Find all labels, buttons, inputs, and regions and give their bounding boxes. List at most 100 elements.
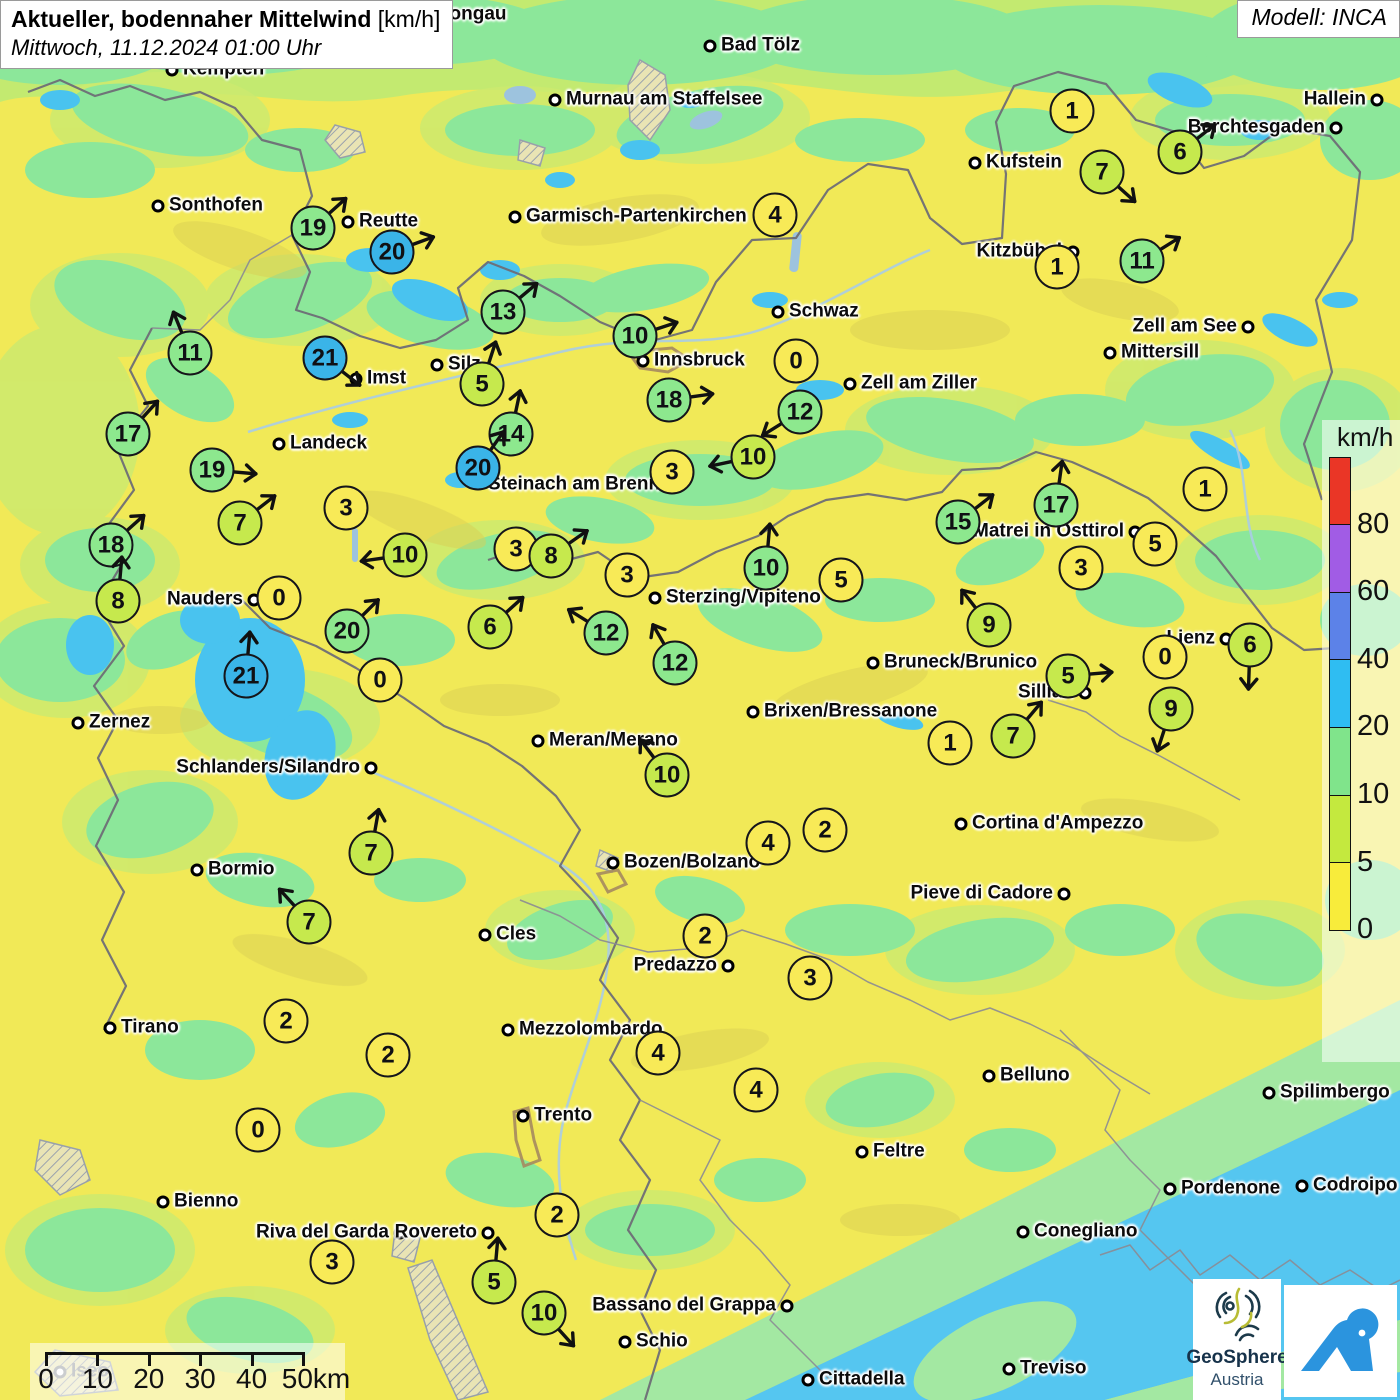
wind-direction-arrow-icon — [720, 332, 880, 492]
city-label: Imst — [367, 367, 407, 389]
wind-speed-bubble: 19 — [290, 205, 336, 251]
city-label: Pordenone — [1181, 1177, 1281, 1199]
city-label: Mittersill — [1121, 341, 1200, 363]
city-label: Mezzolombardo — [519, 1018, 663, 1040]
wind-speed-bubble: 21 — [223, 653, 269, 699]
wind-speed-bubble: 7 — [217, 500, 263, 546]
wind-speed-bubble: 10 — [743, 545, 789, 591]
wind-speed-value: 1 — [1065, 97, 1079, 124]
wind-direction-arrow-icon — [586, 694, 748, 856]
wind-direction-arrow-icon — [231, 146, 395, 310]
wind-speed-bubble: 7 — [990, 713, 1036, 759]
city-label: Codroipo — [1313, 1174, 1398, 1196]
scale-tick — [199, 1352, 203, 1366]
city-marker-icon — [548, 93, 562, 107]
geosphere-logo: GeoSphere Austria — [1186, 1279, 1288, 1400]
wind-speed-value: 12 — [786, 398, 814, 425]
wind-speed-value: 21 — [232, 662, 260, 689]
wind-speed-bubble: 5 — [471, 1259, 517, 1305]
wind-speed-bubble: 3 — [787, 955, 833, 1001]
wind-direction-arrow-icon — [397, 387, 559, 549]
wind-speed-bubble: 0 — [357, 657, 403, 703]
city-marker-icon — [1002, 1362, 1016, 1376]
scale-bar-line — [45, 1352, 302, 1355]
wind-direction-arrow-icon — [1005, 613, 1131, 739]
wind-direction-arrow-icon — [684, 388, 822, 526]
wind-speed-bubble: 20 — [324, 608, 370, 654]
wind-speed-value: 5 — [1148, 530, 1162, 557]
wind-speed-bubble: 5 — [459, 361, 505, 407]
wind-speed-bubble: 4 — [733, 1067, 779, 1113]
city-marker-icon — [103, 1021, 117, 1035]
wind-speed-value: 20 — [378, 238, 406, 265]
wind-speed-value: 5 — [487, 1268, 501, 1295]
city-label: Bormio — [208, 858, 275, 880]
wind-direction-arrow-icon — [114, 277, 265, 428]
wind-speed-bubble: 18 — [88, 522, 134, 568]
scale-label: 30 — [184, 1363, 216, 1394]
city-label: Bozen/Bolzano — [624, 851, 761, 873]
wind-direction-arrow-icon — [265, 549, 429, 713]
wind-speed-bubble: 6 — [467, 604, 513, 650]
wind-speed-value: 6 — [1173, 138, 1187, 165]
wind-speed-bubble: 4 — [745, 820, 791, 866]
city-marker-icon — [364, 761, 378, 775]
wind-speed-bubble: 9 — [966, 602, 1012, 648]
city-label: Riva del Garda — [255, 1221, 389, 1243]
wind-speed-bubble: 12 — [652, 640, 698, 686]
city-marker-icon — [982, 1069, 996, 1083]
city-label: Cles — [496, 923, 537, 945]
wind-speed-bubble: 3 — [604, 552, 650, 598]
city-marker-icon — [1241, 320, 1255, 334]
wind-speed-bubble: 13 — [480, 289, 526, 335]
legend-band: 5 — [1329, 794, 1373, 878]
wind-speed-value: 7 — [233, 509, 247, 536]
geosphere-contours-icon — [1215, 1287, 1261, 1342]
wind-speed-bubble: 10 — [382, 532, 428, 578]
wind-speed-bubble: 6 — [1227, 622, 1273, 668]
city-marker-icon — [151, 199, 165, 213]
model-label: Modell: INCA — [1236, 0, 1400, 38]
wind-speed-bubble: 10 — [612, 313, 658, 359]
city-label: Steinach am Brenner — [487, 473, 679, 495]
wind-speed-bubble: 5 — [818, 557, 864, 603]
scale-tick — [250, 1352, 254, 1366]
wind-speed-value: 1 — [1198, 475, 1212, 502]
wind-speed-value: 0 — [1158, 643, 1172, 670]
mountain-cloud-logo — [1284, 1285, 1397, 1397]
wind-speed-bubble: 17 — [1033, 482, 1079, 528]
wind-speed-value: 0 — [251, 1116, 265, 1143]
city-label: Conegliano — [1034, 1220, 1138, 1242]
wind-speed-value: 7 — [364, 839, 378, 866]
legend-tick-label: 40 — [1357, 642, 1390, 675]
wind-speed-value: 10 — [653, 761, 681, 788]
wind-direction-arrow-icon — [29, 463, 193, 627]
geosphere-country: Austria — [1210, 1370, 1264, 1389]
wind-speed-value: 3 — [803, 964, 817, 991]
city-marker-icon — [771, 305, 785, 319]
city-marker-icon — [703, 39, 717, 53]
city-label: Landeck — [290, 432, 368, 454]
city-marker-icon — [606, 856, 620, 870]
mountain-cloud-icon — [1300, 1308, 1378, 1371]
wind-speed-bubble: 10 — [521, 1290, 567, 1336]
wind-speed-bubble: 21 — [302, 335, 348, 381]
geosphere-name: GeoSphere — [1186, 1347, 1288, 1368]
city-marker-icon — [954, 817, 968, 831]
wind-direction-arrow-icon — [1099, 71, 1262, 234]
legend-band: 0 — [1329, 862, 1373, 945]
wind-direction-arrow-icon — [931, 654, 1094, 817]
legend-title: km/h — [1337, 422, 1394, 452]
legend-tick-label: 20 — [1357, 710, 1390, 743]
wind-speed-bubble: 15 — [935, 499, 981, 545]
wind-direction-arrow-icon — [408, 545, 572, 709]
city-label: Bienno — [174, 1190, 239, 1212]
wind-speed-value: 6 — [483, 613, 497, 640]
map-subtitle: Mittwoch, 11.12.2024 01:00 Uhr — [11, 35, 322, 60]
wind-speed-value: 6 — [1243, 631, 1257, 658]
city-label: Schwaz — [789, 300, 859, 322]
wind-direction-arrow-icon — [526, 553, 686, 713]
wind-speed-value: 4 — [651, 1039, 665, 1066]
wind-speed-value: 11 — [177, 339, 203, 366]
